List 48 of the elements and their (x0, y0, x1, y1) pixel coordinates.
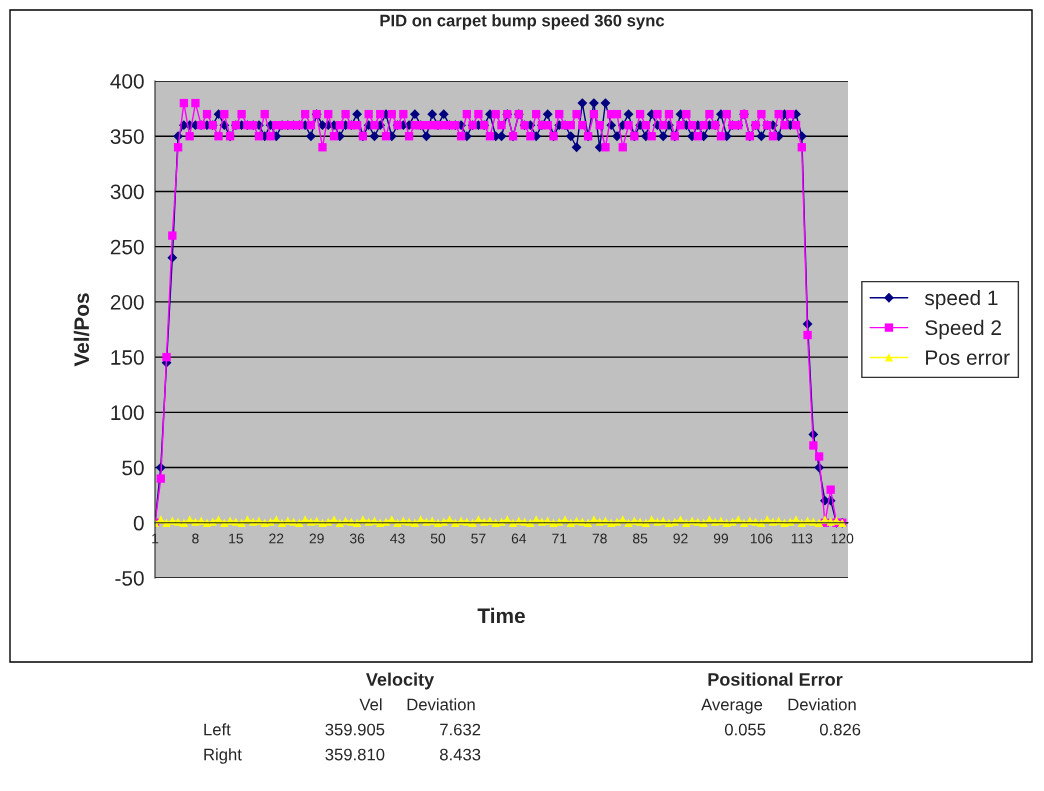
y-tick-label: 400 (110, 74, 144, 89)
y-tick-label: 100 (111, 405, 144, 421)
text: Average (701, 698, 763, 714)
chart-title: PID on carpet bump speed 360 sync (380, 14, 665, 30)
text: Positional Error (708, 672, 843, 686)
text: 359.905 (325, 723, 385, 736)
x-tick-label: 15 (229, 533, 243, 544)
x-tick-label: 50 (430, 533, 446, 544)
legend-label: Pos error (926, 350, 1010, 365)
text: 7.632 (440, 723, 481, 736)
x-tick-label: 113 (791, 533, 813, 544)
text: 0.826 (819, 723, 861, 736)
text: Left (204, 723, 231, 736)
x-tick-label: 43 (390, 533, 405, 544)
y-tick-label: 200 (110, 294, 144, 310)
x-tick-label: 99 (713, 533, 729, 544)
y-tick-label: 250 (110, 239, 144, 255)
text: 8.433 (440, 748, 481, 761)
text: Vel (359, 698, 382, 711)
x-tick-label: 78 (592, 533, 607, 544)
text: 0.055 (724, 723, 766, 736)
legend-label: speed 1 (924, 289, 998, 310)
x-axis-title: Time (477, 607, 525, 624)
x-tick-label: 71 (552, 533, 567, 544)
x-tick-label: 106 (750, 533, 773, 544)
x-tick-label: 85 (632, 533, 648, 544)
x-tick-label: 57 (471, 533, 486, 544)
y-axis-title: Vel/Pos (73, 293, 90, 367)
text: Right (204, 748, 242, 764)
x-tick-label: 1 (152, 533, 159, 544)
y-tick-label: 50 (122, 460, 144, 476)
x-tick-label: 92 (673, 533, 688, 544)
text: Deviation (407, 698, 475, 711)
text: Deviation (788, 698, 856, 711)
y-tick-label: 150 (111, 350, 144, 365)
x-tick-label: 64 (511, 533, 527, 544)
x-tick-label: 36 (349, 533, 365, 544)
x-tick-label: 120 (831, 533, 854, 544)
text: 359.810 (325, 748, 385, 761)
y-tick-label: -50 (115, 571, 144, 586)
text: Velocity (366, 672, 435, 690)
x-tick-label: 8 (192, 533, 199, 544)
x-tick-label: 29 (309, 533, 324, 544)
y-tick-label: 350 (110, 129, 144, 144)
y-tick-label: 300 (110, 184, 144, 200)
y-tick-label: 0 (133, 515, 144, 531)
legend-label: Speed 2 (925, 319, 1001, 340)
x-tick-label: 22 (269, 533, 284, 544)
